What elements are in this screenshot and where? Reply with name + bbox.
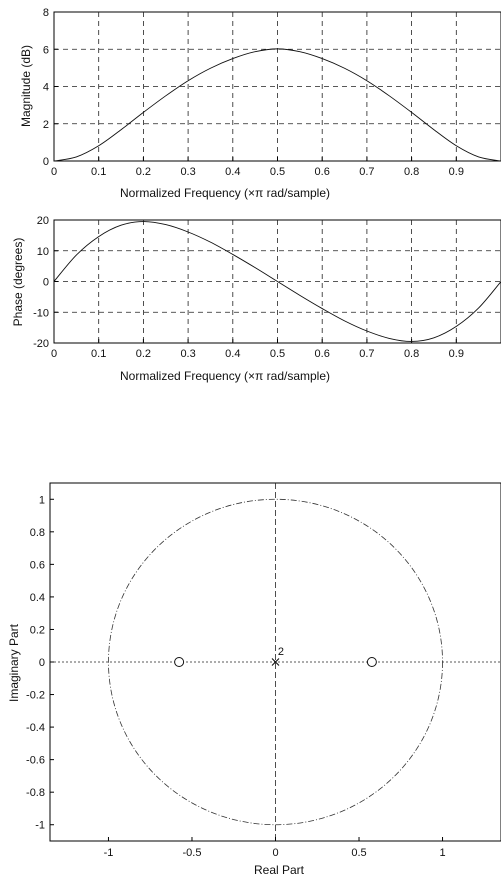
pole-zero-xtick-label: 1 <box>439 847 445 859</box>
magnitude-xtick-label: 0.3 <box>180 166 195 178</box>
phase-xtick-label: 0.8 <box>404 348 419 360</box>
magnitude-xtick-label: 0.1 <box>91 166 106 178</box>
pole-zero-ytick-label: 0.4 <box>30 592 45 604</box>
magnitude-xlabel: Normalized Frequency (×π rad/sample) <box>120 186 330 200</box>
zero-marker <box>366 657 377 667</box>
pole-marker <box>271 658 280 666</box>
magnitude-series <box>53 48 501 162</box>
phase-xtick-label: 0.7 <box>359 348 374 360</box>
phase-xtick-label: 0.3 <box>180 348 195 360</box>
pole-zero-ytick-label: -0.6 <box>26 755 45 767</box>
pole-zero-ytick-label: -0.4 <box>26 722 45 734</box>
zero-marker <box>174 657 185 667</box>
phase-xtick-label: 0.1 <box>91 348 106 360</box>
pole-zero-ytick-label: -0.8 <box>26 787 45 799</box>
magnitude-ytick-label: 4 <box>43 82 49 94</box>
pole-zero-ylabel: Imaginary Part <box>7 623 21 702</box>
pole-zero-ytick-label: 0.6 <box>30 559 45 571</box>
phase-xtick-label: 0.2 <box>136 348 151 360</box>
magnitude-xtick-label: 0.4 <box>225 166 240 178</box>
phase-ylabel: Phase (degrees) <box>11 238 25 327</box>
pole-zero-plot: -1 -0.5 0 0.5 1 1 0.8 0.6 0.4 0.2 0 -0.2 -0.4 -0.6 -0.… <box>7 482 501 877</box>
phase-series <box>53 221 501 342</box>
magnitude-ytick-label: 8 <box>43 7 49 19</box>
pole-zero-ytick-label: -0.2 <box>26 690 45 702</box>
pole-zero-xtick-label: -1 <box>104 847 114 859</box>
pole-zero-ytick-label: 0 <box>39 657 45 669</box>
magnitude-ytick-label: 0 <box>43 156 49 168</box>
phase-xtick-label: 0.9 <box>449 348 464 360</box>
pole-zero-annotation: 2 <box>278 646 284 658</box>
magnitude-ytick-label: 6 <box>43 44 49 56</box>
phase-ytick-label: 10 <box>37 246 49 258</box>
phase-xtick-label: 0.6 <box>315 348 330 360</box>
magnitude-xtick-label: 0.8 <box>404 166 419 178</box>
magnitude-ticks: 0 0.1 0.2 0.3 0.4 0.5 0.6 0.7 0.8 0.9 0 2 4 6 8 <box>43 7 464 178</box>
phase-response-line <box>53 221 501 342</box>
pole-zero-xtick-label: 0.5 <box>351 847 366 859</box>
phase-ytick-label: 0 <box>43 277 49 289</box>
magnitude-xtick-label: 0.2 <box>136 166 151 178</box>
phase-xtick-label: 0.4 <box>225 348 240 360</box>
magnitude-ytick-label: 2 <box>43 119 49 131</box>
magnitude-xtick-label: 0.6 <box>315 166 330 178</box>
magnitude-response-line <box>53 48 501 162</box>
pole-zero-ytick-label: -1 <box>35 820 45 832</box>
magnitude-xtick-label: 0 <box>51 166 57 178</box>
magnitude-ylabel: Magnitude (dB) <box>19 45 33 127</box>
unit-circle <box>108 498 443 826</box>
pole-zero-xtick-label: -0.5 <box>182 847 201 859</box>
pole-zero-xlabel: Real Part <box>254 863 305 877</box>
magnitude-xtick-label: 0.7 <box>359 166 374 178</box>
pole-zero-xtick-label: 0 <box>272 847 278 859</box>
magnitude-xtick-label: 0.9 <box>449 166 464 178</box>
magnitude-xtick-label: 0.5 <box>270 166 285 178</box>
phase-xtick-label: 0 <box>51 348 57 360</box>
pole-zero-ytick-label: 0.8 <box>30 527 45 539</box>
phase-ytick-label: -10 <box>33 307 49 319</box>
phase-grid <box>54 220 501 343</box>
pole-zero-ytick-label: 0.2 <box>30 624 45 636</box>
phase-xlabel: Normalized Frequency (×π rad/sample) <box>120 369 330 383</box>
pole-zero-ticks: -1 -0.5 0 0.5 1 1 0.8 0.6 0.4 0.2 0 -0.2 -0.4 -0.6 -0.… <box>26 494 446 859</box>
phase-ytick-label: 20 <box>37 215 49 227</box>
phase-plot: 0 0.1 0.2 0.3 0.4 0.5 0.6 0.7 0.8 0.9-20-1001020 … <box>11 215 501 383</box>
phase-xtick-label: 0.5 <box>270 348 285 360</box>
pole-zero-ytick-label: 1 <box>39 494 45 506</box>
magnitude-grid <box>54 12 501 161</box>
phase-ytick-label: -20 <box>33 338 49 350</box>
phase-ticks: 0 0.1 0.2 0.3 0.4 0.5 0.6 0.7 0.8 0.9 -20 -10 0 10 20 <box>33 215 464 360</box>
magnitude-plot: 0 0.1 0.2 0.3 0.4 0.5 0.6 0.7 0.8 0.9 0 2 4 6 8 Normal… <box>19 7 501 200</box>
pole-zero-marks <box>174 657 377 667</box>
